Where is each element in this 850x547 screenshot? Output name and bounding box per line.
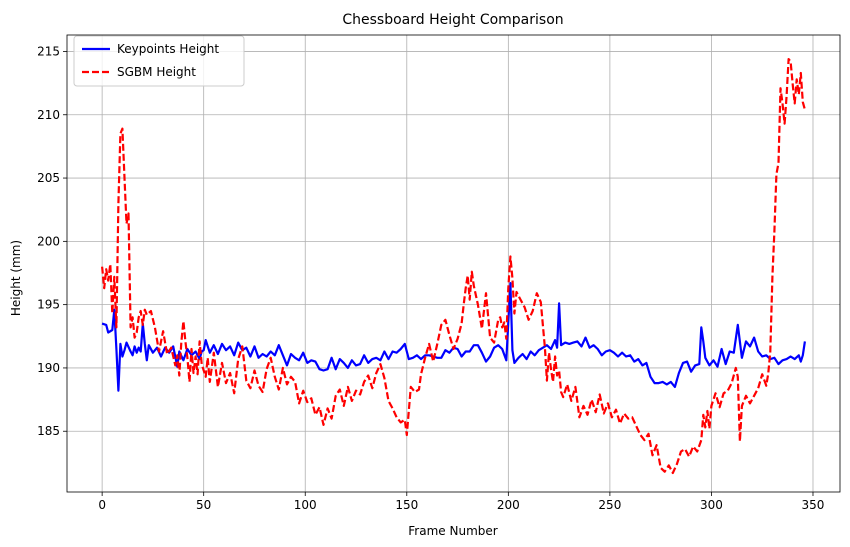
- y-axis-label: Height (mm): [9, 240, 23, 316]
- x-tick-label: 250: [598, 498, 621, 512]
- x-axis-label: Frame Number: [408, 524, 497, 538]
- plot-frame: [66, 34, 841, 493]
- plot-lines: [101, 57, 806, 475]
- chart-title: Chessboard Height Comparison: [342, 12, 563, 28]
- y-tick-label: 200: [37, 234, 60, 248]
- series-line-sgbm-height: [101, 57, 806, 475]
- legend-box: [73, 35, 245, 87]
- x-tick-label: 200: [497, 498, 520, 512]
- y-tick-label: 185: [37, 424, 60, 438]
- y-tick-label: 215: [37, 44, 60, 58]
- x-tick-label: 100: [294, 498, 317, 512]
- x-tick-label: 50: [196, 498, 211, 512]
- y-tick-label: 190: [37, 361, 60, 375]
- x-tick-label: 300: [700, 498, 723, 512]
- grid: [67, 35, 840, 492]
- x-tick-label: 0: [98, 498, 106, 512]
- legend-label-sgbm: SGBM Height: [117, 65, 196, 79]
- x-ticks: 0 50 100 150 200 250 300 350: [98, 492, 824, 512]
- legend: Keypoints Height SGBM Height: [73, 35, 245, 87]
- y-ticks: 185 190 195 200 205 210 215: [37, 44, 67, 438]
- x-tick-label: 350: [802, 498, 825, 512]
- y-tick-label: 195: [37, 298, 60, 312]
- x-tick-label: 150: [395, 498, 418, 512]
- legend-label-keypoints: Keypoints Height: [117, 42, 219, 56]
- y-tick-label: 205: [37, 171, 60, 185]
- y-tick-label: 210: [37, 108, 60, 122]
- series-line-keypoints-height: [101, 282, 806, 392]
